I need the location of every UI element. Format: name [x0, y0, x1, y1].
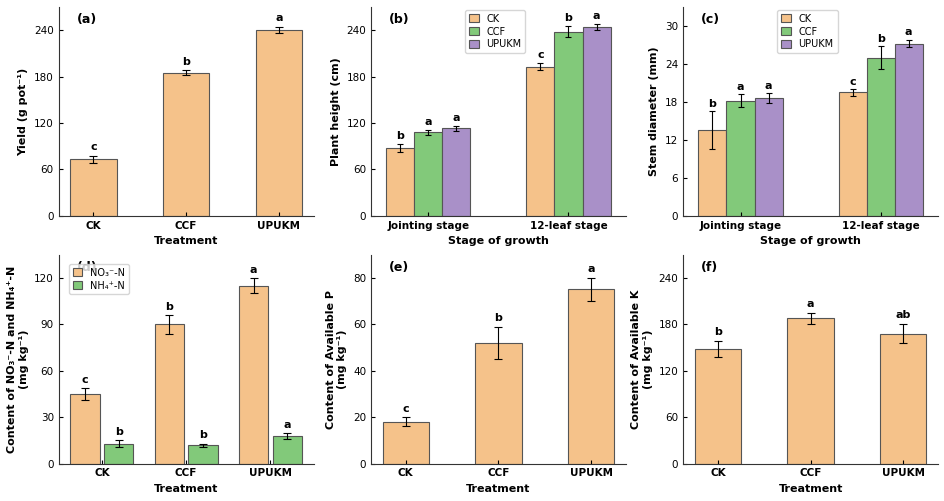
Bar	[475, 343, 521, 463]
Bar	[413, 132, 442, 216]
Bar	[582, 27, 610, 216]
Text: b: b	[182, 57, 190, 67]
Bar	[567, 290, 614, 463]
Text: b: b	[564, 13, 572, 23]
Bar	[188, 445, 217, 463]
Text: b: b	[708, 99, 716, 109]
Text: c: c	[90, 142, 96, 152]
Text: (d): (d)	[76, 261, 97, 274]
Bar	[866, 58, 894, 216]
Text: ab: ab	[895, 311, 910, 321]
Text: a: a	[275, 13, 282, 23]
Text: c: c	[81, 375, 88, 385]
Bar	[70, 159, 116, 216]
X-axis label: Treatment: Treatment	[778, 484, 842, 494]
Text: b: b	[114, 427, 123, 437]
X-axis label: Treatment: Treatment	[154, 236, 218, 246]
Bar	[70, 394, 100, 463]
Bar	[694, 349, 740, 463]
Text: b: b	[714, 328, 721, 338]
Legend: CK, CCF, UPUKM: CK, CCF, UPUKM	[464, 10, 525, 53]
Text: a: a	[764, 81, 771, 91]
Legend: NO₃⁻-N, NH₄⁺-N: NO₃⁻-N, NH₄⁺-N	[69, 264, 128, 295]
Text: (a): (a)	[76, 13, 96, 26]
X-axis label: Treatment: Treatment	[465, 484, 530, 494]
Text: (e): (e)	[388, 261, 409, 274]
Text: b: b	[396, 131, 404, 141]
Text: a: a	[452, 113, 460, 123]
Y-axis label: Yield (g pot⁻¹): Yield (g pot⁻¹)	[19, 67, 28, 155]
Text: a: a	[592, 11, 599, 21]
Bar	[162, 73, 210, 216]
Bar	[879, 334, 925, 463]
Bar	[894, 44, 921, 216]
Legend: CK, CCF, UPUKM: CK, CCF, UPUKM	[776, 10, 836, 53]
Bar	[753, 98, 782, 216]
Text: (b): (b)	[388, 13, 409, 26]
Text: b: b	[494, 313, 502, 323]
Bar	[382, 422, 429, 463]
Y-axis label: Stem diameter (mm): Stem diameter (mm)	[649, 47, 659, 176]
Text: a: a	[283, 419, 291, 429]
Y-axis label: Content of NO₃⁻-N and NH₄⁺-N
(mg kg⁻¹): Content of NO₃⁻-N and NH₄⁺-N (mg kg⁻¹)	[7, 266, 28, 453]
Text: (c): (c)	[700, 13, 719, 26]
Text: a: a	[424, 117, 431, 127]
Bar	[698, 130, 726, 216]
Text: b: b	[165, 302, 173, 312]
Bar	[256, 30, 302, 216]
X-axis label: Stage of growth: Stage of growth	[447, 236, 548, 246]
Bar	[104, 443, 133, 463]
Text: c: c	[849, 77, 855, 87]
Bar	[272, 436, 302, 463]
Text: a: a	[587, 265, 594, 275]
Y-axis label: Content of Available K
(mg kg⁻¹): Content of Available K (mg kg⁻¹)	[631, 290, 652, 429]
Bar	[837, 92, 866, 216]
Text: a: a	[904, 28, 912, 38]
X-axis label: Treatment: Treatment	[154, 484, 218, 494]
Bar	[239, 286, 268, 463]
Text: b: b	[876, 34, 884, 44]
Text: (f): (f)	[700, 261, 717, 274]
Text: c: c	[536, 50, 543, 60]
Bar	[786, 318, 833, 463]
Bar	[526, 67, 554, 216]
Text: a: a	[806, 299, 814, 309]
Bar	[386, 148, 413, 216]
Y-axis label: Content of Available P
(mg kg⁻¹): Content of Available P (mg kg⁻¹)	[326, 290, 347, 429]
Bar	[155, 324, 184, 463]
Text: a: a	[249, 265, 257, 275]
Bar	[442, 128, 470, 216]
Text: b: b	[199, 430, 207, 440]
Bar	[726, 101, 753, 216]
X-axis label: Stage of growth: Stage of growth	[759, 236, 860, 246]
Y-axis label: Plant height (cm): Plant height (cm)	[330, 57, 341, 166]
Text: a: a	[736, 82, 744, 92]
Text: c: c	[402, 404, 409, 414]
Bar	[554, 32, 582, 216]
